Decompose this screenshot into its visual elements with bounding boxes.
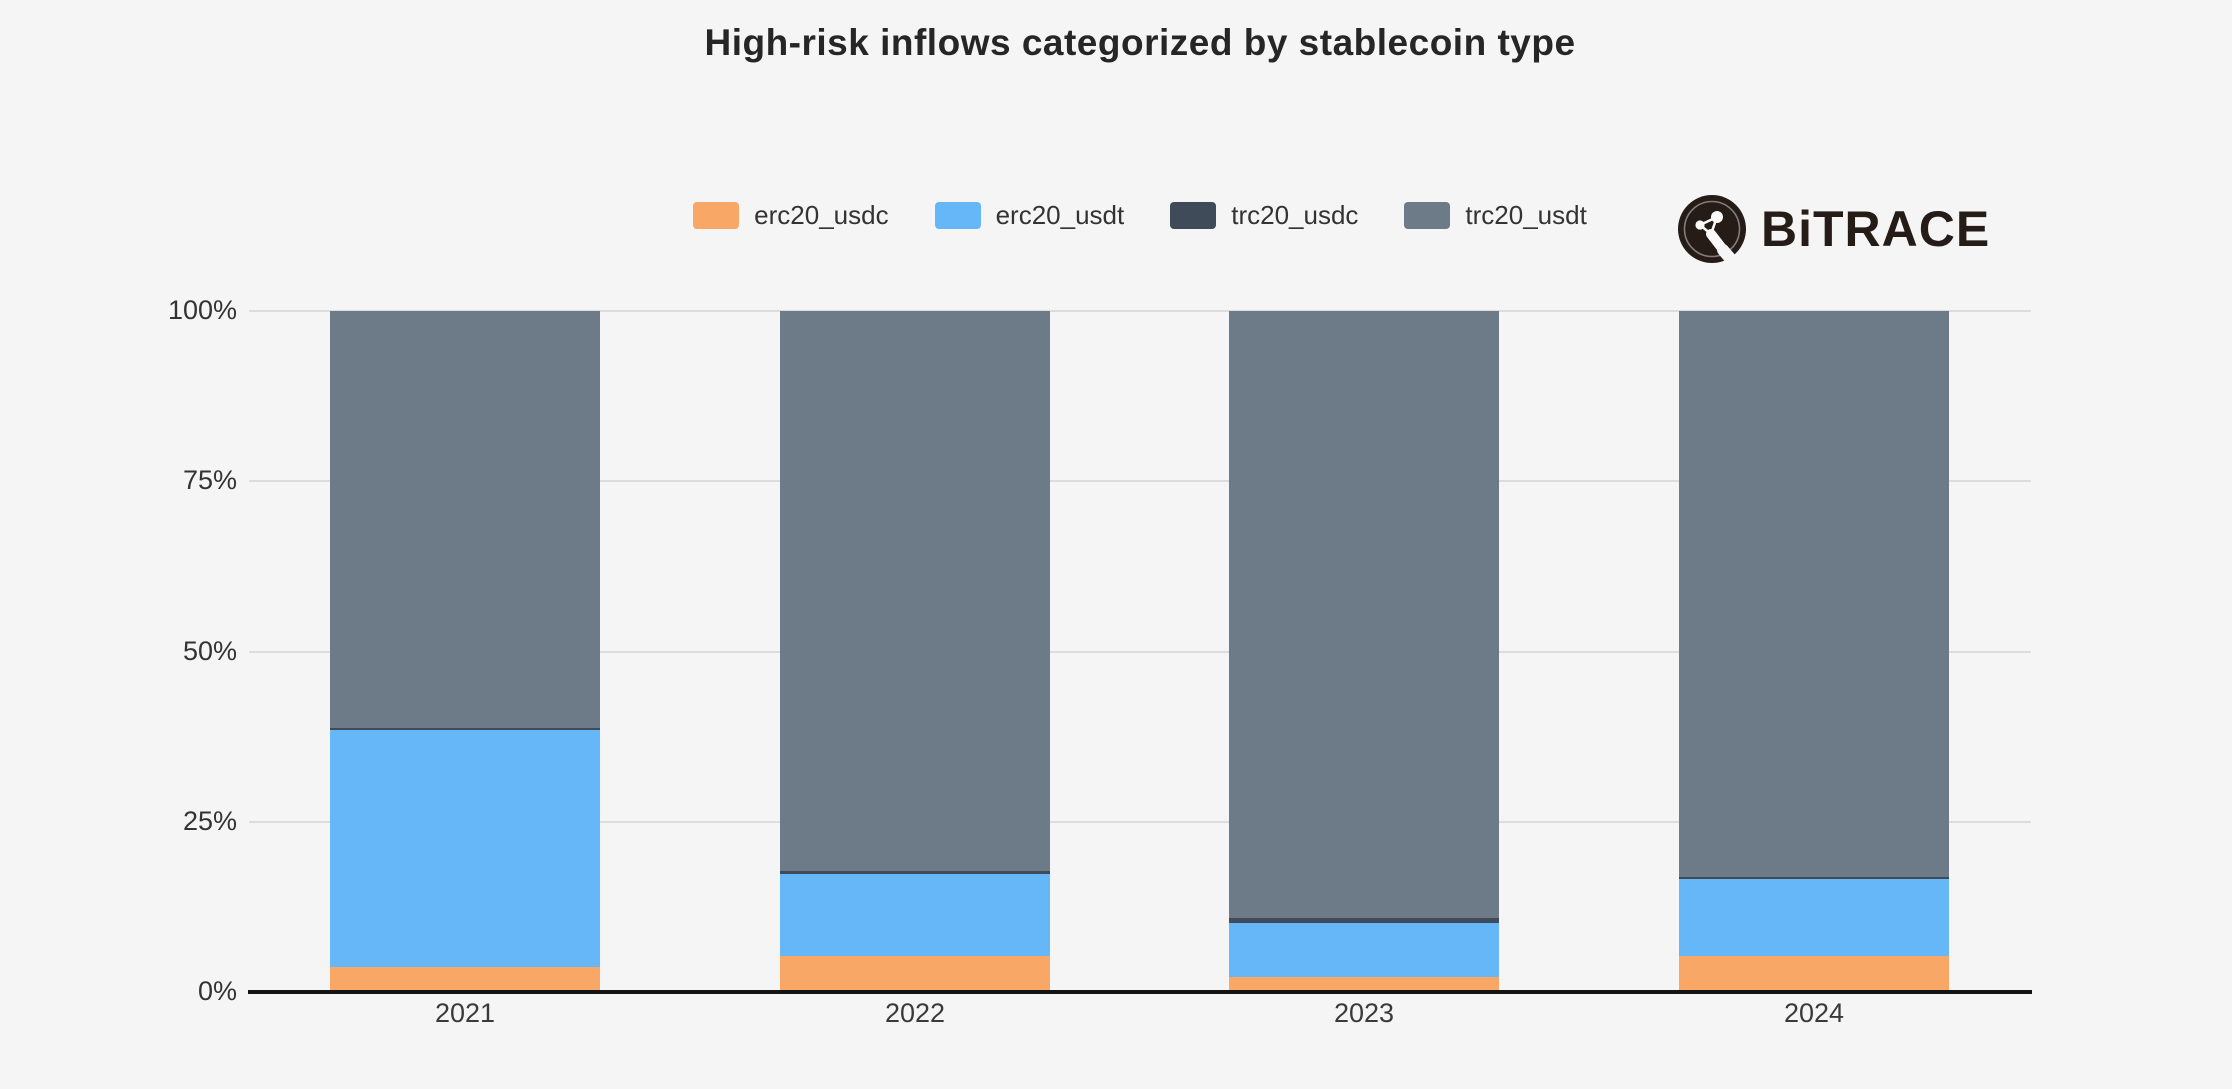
- legend-label: erc20_usdt: [995, 199, 1125, 230]
- bar-segment-erc20_usdc-2022[interactable]: [780, 956, 1050, 992]
- bitrace-logo-icon: [1675, 192, 1749, 266]
- legend-swatch: [1170, 201, 1217, 229]
- gridline: [249, 310, 2031, 312]
- chart-title: High-risk inflows categorized by stablec…: [704, 22, 1576, 63]
- bar-segment-trc20_usdc-2024[interactable]: [1679, 877, 1949, 879]
- bar-segment-trc20_usdt-2021[interactable]: [330, 311, 600, 728]
- legend-swatch: [934, 201, 981, 229]
- legend-item-trc20_usdc[interactable]: trc20_usdc: [1170, 200, 1358, 231]
- bar-segment-trc20_usdt-2022[interactable]: [780, 311, 1050, 871]
- bar-segment-erc20_usdt-2023[interactable]: [1229, 923, 1499, 977]
- x-axis-label: 2021: [434, 998, 496, 1028]
- bar-segment-trc20_usdt-2024[interactable]: [1679, 311, 1949, 877]
- bar-segment-erc20_usdt-2022[interactable]: [780, 874, 1050, 956]
- legend-item-erc20_usdt[interactable]: erc20_usdt: [934, 199, 1125, 231]
- legend-swatch: [693, 201, 740, 229]
- x-axis-label: 2024: [1783, 998, 1845, 1028]
- gridline: [249, 651, 2031, 653]
- x-axis-label: 2022: [884, 998, 946, 1028]
- y-axis-tick-label: 25%: [182, 806, 237, 836]
- bar-segment-trc20_usdt-2023[interactable]: [1229, 311, 1499, 918]
- x-axis-label: 2023: [1333, 998, 1395, 1028]
- legend: erc20_usdc erc20_usdt trc20_usdc trc20_usdt: [249, 199, 2031, 231]
- bar-segment-erc20_usdt-2021[interactable]: [330, 730, 600, 967]
- bar-segment-erc20_usdt-2024[interactable]: [1679, 879, 1949, 956]
- gridline: [249, 480, 2031, 482]
- legend-item-trc20_usdt[interactable]: trc20_usdt: [1404, 199, 1587, 231]
- legend-item-erc20_usdc[interactable]: erc20_usdc: [693, 199, 889, 231]
- legend-label: trc20_usdt: [1465, 199, 1587, 230]
- y-axis-tick-label: 0%: [197, 976, 237, 1006]
- legend-swatch: [1404, 201, 1451, 229]
- bar-segment-trc20_usdc-2021[interactable]: [330, 728, 600, 730]
- y-axis-tick-label: 50%: [182, 636, 237, 666]
- bar-segment-erc20_usdc-2024[interactable]: [1679, 956, 1949, 992]
- bitrace-logo: BiTRACE: [1675, 192, 1990, 266]
- x-axis-line: [248, 990, 2032, 994]
- y-axis-tick-label: 75%: [182, 465, 237, 495]
- bitrace-logo-text: BiTRACE: [1761, 201, 1991, 257]
- bar-segment-erc20_usdc-2023[interactable]: [1229, 977, 1499, 992]
- bar-segment-trc20_usdc-2023[interactable]: [1229, 918, 1499, 923]
- legend-label: erc20_usdc: [754, 199, 889, 230]
- legend-label: trc20_usdc: [1231, 199, 1359, 230]
- bar-segment-erc20_usdc-2021[interactable]: [330, 967, 600, 992]
- gridline: [249, 821, 2031, 823]
- y-axis-tick-label: 100%: [167, 295, 237, 325]
- bar-segment-trc20_usdc-2022[interactable]: [780, 871, 1050, 874]
